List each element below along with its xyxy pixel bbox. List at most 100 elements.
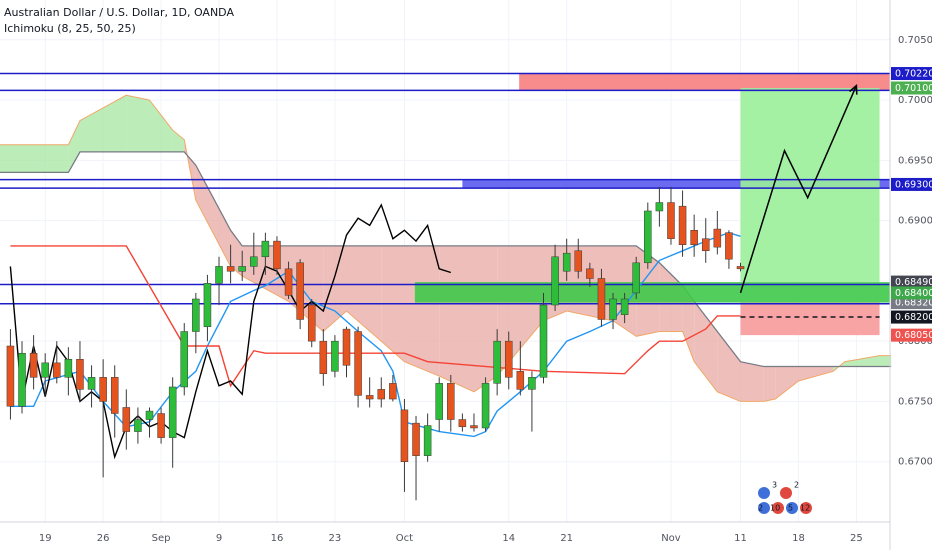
candle-body [389, 383, 397, 400]
cloud-fill [230, 230, 243, 277]
candle-body [215, 266, 223, 284]
candle-body [365, 395, 374, 400]
candle-body [296, 262, 304, 320]
price-tag-label: 0.68490 [895, 277, 932, 288]
cloud-fill [879, 355, 892, 367]
candle-body [331, 340, 339, 372]
candle-body [470, 425, 478, 429]
candle-body [110, 377, 119, 414]
zone [740, 302, 880, 336]
price-tag [891, 177, 932, 191]
x-tick-label: 19 [39, 533, 52, 544]
cloud-fill [0, 144, 69, 173]
candle-body [528, 377, 536, 390]
candle-body [516, 371, 525, 390]
projection-path [739, 85, 858, 294]
x-tick-label: 23 [329, 533, 342, 544]
event-count: 5 [788, 504, 793, 513]
candle-body [678, 205, 687, 245]
candle-body [134, 419, 142, 432]
x-tick-label: 14 [502, 533, 515, 544]
price-tag [891, 310, 932, 324]
cloud-fill [694, 301, 718, 392]
candle-body [180, 331, 189, 388]
indicator-line [10, 245, 741, 388]
candle-body [597, 278, 606, 320]
indicator-line [10, 231, 741, 438]
axes: 0.705000.700000.695000.690000.685000.680… [39, 35, 932, 544]
candle-body [99, 377, 107, 402]
candle-body [504, 340, 513, 378]
x-tick-label: 21 [560, 533, 573, 544]
candle-body [736, 266, 745, 270]
cloud-span-b [0, 151, 892, 368]
candle-body [667, 202, 675, 239]
candle-body [203, 283, 212, 327]
candle-body [377, 389, 386, 400]
candle-body [690, 230, 698, 245]
x-tick-label: 25 [850, 533, 863, 544]
x-tick-label: 26 [97, 533, 110, 544]
cloud-fill [172, 130, 185, 152]
plot-area [0, 0, 892, 522]
candle-body [319, 340, 328, 374]
cloud-fill [775, 366, 799, 400]
price-tag [891, 81, 932, 95]
cloud-fill [844, 355, 880, 367]
event-count: 2 [794, 481, 799, 490]
candle-body [87, 377, 96, 390]
candle-body [238, 266, 246, 272]
price-tag [891, 286, 932, 300]
event-icon [780, 487, 792, 499]
candle-body [574, 250, 583, 272]
price-tag [891, 67, 932, 81]
candle-body [250, 256, 258, 267]
candle-body [284, 268, 293, 296]
cloud-fill [195, 165, 231, 267]
price-tag-label: 0.70220 [895, 69, 932, 80]
price-tag-label: 0.69300 [895, 179, 932, 190]
candle-body [157, 413, 165, 438]
price-tag-label: 0.68050 [895, 330, 932, 341]
price-tag [891, 275, 932, 289]
candle-body [609, 298, 617, 320]
x-tick-label: Nov [661, 533, 681, 544]
candle-body [18, 352, 26, 407]
candle-body [273, 240, 281, 270]
candle-body [493, 340, 501, 384]
x-tick-label: 11 [734, 533, 747, 544]
candle-body [481, 383, 490, 429]
cloud-fill [682, 285, 695, 362]
x-tick-label: 16 [271, 533, 284, 544]
cloud-fill [149, 100, 173, 152]
event-count: 3 [772, 481, 777, 490]
cloud-fill [346, 245, 382, 342]
candle-body [423, 425, 432, 456]
candle-body [192, 298, 200, 332]
zone [519, 73, 890, 91]
cloud-fill [740, 361, 764, 402]
x-tick-label: 18 [792, 533, 805, 544]
event-count: 12 [800, 504, 810, 513]
zone [414, 282, 890, 303]
candle-body [41, 362, 49, 378]
candle-body [168, 386, 177, 438]
candle-body [342, 328, 351, 366]
candle-body [400, 409, 409, 462]
event-icon [786, 502, 798, 514]
event-icon [772, 502, 784, 514]
cloud-fill [126, 95, 150, 152]
x-tick-label: Oct [396, 533, 413, 544]
candle-body [447, 383, 455, 420]
indicator-label: Ichimoku (8, 25, 50, 25) [4, 22, 136, 35]
cloud-fill [717, 331, 741, 402]
candle-body [562, 252, 571, 272]
cloud-fill [763, 366, 776, 402]
price-tag-label: 0.70100 [895, 83, 932, 94]
event-icon [758, 487, 770, 499]
